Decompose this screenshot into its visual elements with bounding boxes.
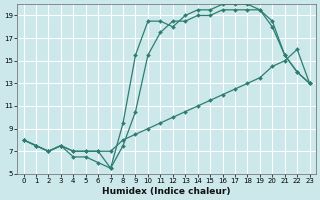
X-axis label: Humidex (Indice chaleur): Humidex (Indice chaleur): [102, 187, 231, 196]
